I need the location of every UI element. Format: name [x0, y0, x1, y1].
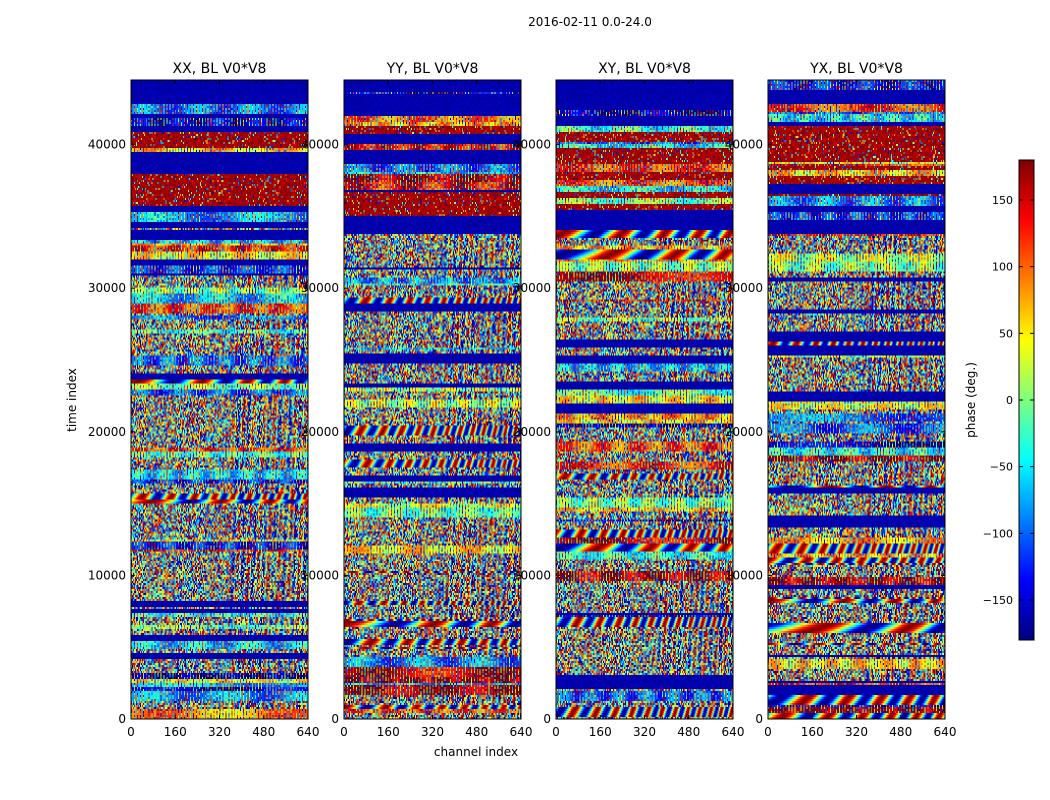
y-tick-label: 20000 [513, 425, 551, 439]
x-tick-label: 640 [297, 725, 320, 739]
y-tick-label: 40000 [88, 138, 126, 152]
y-tick-label: 0 [543, 712, 551, 726]
x-tick-label: 160 [164, 725, 187, 739]
x-tick-label: 0 [127, 725, 135, 739]
y-tick-label: 10000 [725, 568, 763, 582]
x-tick-label: 480 [252, 725, 275, 739]
x-tick-label: 480 [889, 725, 912, 739]
panel-2: YY, BL V0*V8 0 160 320 480 640 0 10000 20000 3000… [301, 61, 533, 739]
figure-suptitle: 2016-02-11 0.0-24.0 [528, 15, 652, 29]
y-tick-label: 10000 [301, 568, 339, 582]
colorbar-tick-label: 150 [992, 194, 1013, 207]
y-tick-label: 30000 [725, 281, 763, 295]
x-tick-label: 160 [377, 725, 400, 739]
x-axis-label: channel index [434, 745, 518, 759]
colorbar-tick-label: −150 [983, 594, 1013, 607]
x-tick-label: 0 [340, 725, 348, 739]
colorbar-tick-label: 0 [1006, 394, 1013, 407]
x-tick-label: 320 [208, 725, 231, 739]
y-tick-label: 40000 [513, 138, 551, 152]
x-tick-label: 160 [589, 725, 612, 739]
colorbar-tick-label: 50 [999, 327, 1013, 340]
x-tick-label: 0 [552, 725, 560, 739]
panel-title: XX, BL V0*V8 [173, 61, 267, 77]
heatmap-image [131, 80, 308, 719]
panel-4: YX, BL V0*V8 0 160 320 480 640 0 10000 20000 3000… [725, 61, 957, 739]
y-tick-label: 30000 [513, 281, 551, 295]
x-tick-label: 0 [764, 725, 772, 739]
heatmap-panels: XX, BL V0*V8 0 160 320 480 640 0 10000 20000 3000… [88, 61, 957, 739]
panel-title: YX, BL V0*V8 [809, 61, 903, 77]
y-tick-label: 10000 [88, 568, 126, 582]
x-tick-label: 160 [801, 725, 824, 739]
y-tick-label: 0 [118, 712, 126, 726]
x-tick-label: 640 [510, 725, 533, 739]
x-tick-label: 640 [722, 725, 745, 739]
x-tick-label: 640 [934, 725, 957, 739]
x-tick-label: 320 [633, 725, 656, 739]
y-tick-label: 20000 [725, 425, 763, 439]
y-tick-label: 40000 [725, 138, 763, 152]
y-tick-label: 30000 [88, 281, 126, 295]
colorbar: −150 −100 −50 0 50 100 150 [983, 159, 1035, 641]
heatmap-image [556, 80, 733, 719]
heatmap-image [344, 80, 521, 719]
y-tick-label: 0 [331, 712, 339, 726]
y-tick-label: 20000 [301, 425, 339, 439]
panel-1: XX, BL V0*V8 0 160 320 480 640 0 10000 20000 3000… [88, 61, 320, 739]
colorbar-tick-label: −50 [990, 461, 1013, 474]
x-tick-label: 480 [677, 725, 700, 739]
panel-3: XY, BL V0*V8 0 160 320 480 640 0 10000 20000 3000… [513, 61, 745, 739]
y-tick-label: 30000 [301, 281, 339, 295]
x-tick-label: 480 [465, 725, 488, 739]
y-tick-label: 10000 [513, 568, 551, 582]
x-tick-label: 320 [845, 725, 868, 739]
x-tick-label: 320 [421, 725, 444, 739]
y-tick-label: 40000 [301, 138, 339, 152]
heatmap-image [768, 80, 945, 719]
colorbar-tick-label: 100 [992, 261, 1013, 274]
colorbar-label: phase (deg.) [964, 362, 978, 438]
y-axis-label: time index [65, 368, 79, 432]
colorbar-tick-label: −100 [983, 527, 1013, 540]
panel-title: YY, BL V0*V8 [386, 61, 479, 77]
panel-title: XY, BL V0*V8 [598, 61, 691, 77]
y-tick-label: 0 [755, 712, 763, 726]
y-tick-label: 20000 [88, 425, 126, 439]
